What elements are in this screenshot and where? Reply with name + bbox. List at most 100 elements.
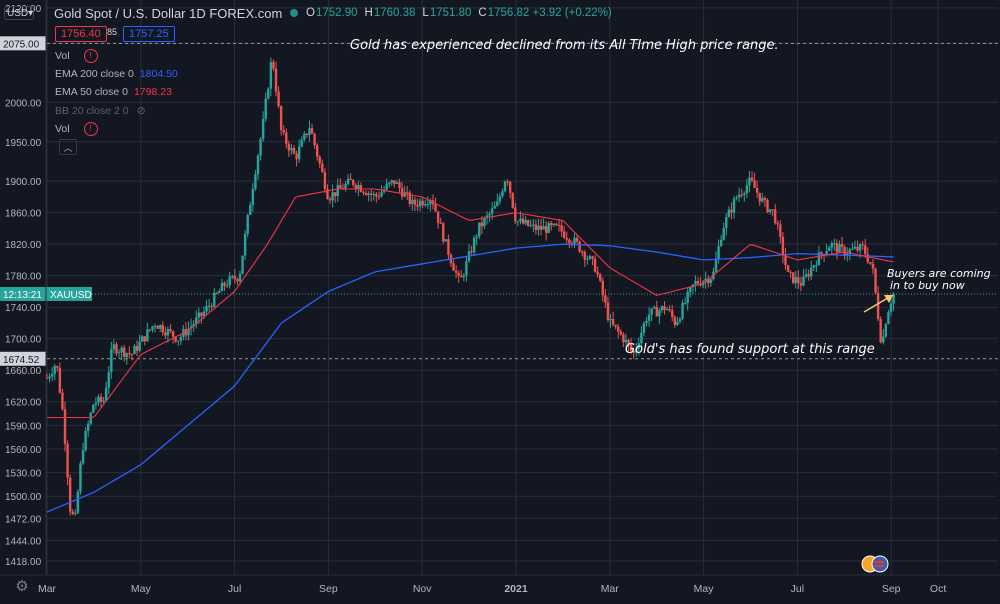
candle-body — [243, 233, 247, 256]
candle-body — [174, 336, 177, 342]
candle-body — [339, 185, 342, 189]
legend-ema200-label: EMA 200 close 0 — [55, 68, 134, 80]
candle-body — [460, 275, 463, 278]
legend-vol-2[interactable]: Vol ! — [55, 122, 98, 136]
candle-body — [385, 184, 388, 190]
candle-body — [653, 306, 656, 309]
candle-body — [354, 184, 357, 189]
candle-body — [122, 347, 126, 357]
candle-body — [665, 309, 669, 311]
candle-body — [195, 317, 198, 325]
time-tick-label: Mar — [38, 583, 57, 595]
candle-body — [187, 328, 190, 336]
candle-body — [745, 185, 749, 194]
price-tick-label: 1472.00 — [5, 514, 42, 525]
legend-ema50[interactable]: EMA 50 close 0 1798.23 — [55, 86, 172, 98]
candle-body — [743, 193, 746, 195]
candle-body — [125, 353, 128, 357]
candle-body — [591, 256, 594, 259]
candle-body — [565, 237, 568, 240]
candle-body — [81, 450, 85, 464]
candle-body — [583, 251, 586, 260]
candle-body — [465, 261, 468, 276]
candle-body — [560, 225, 563, 232]
sell-button[interactable]: 1756.40 — [55, 26, 107, 42]
time-tick-label: Oct — [930, 583, 946, 595]
time-tick-label: Mar — [601, 583, 620, 595]
candle-body — [333, 192, 337, 197]
price-tick-label: 1700.00 — [5, 335, 42, 346]
candle-body — [511, 192, 514, 208]
candle-body — [79, 463, 82, 492]
annotation-buyers: Buyers are coming in to buy now — [887, 268, 991, 292]
candle-body — [750, 177, 754, 181]
candle-body — [694, 281, 697, 285]
candle-body — [406, 192, 409, 194]
candle-body — [218, 291, 221, 293]
candle-body — [475, 236, 478, 238]
candle-body — [660, 306, 664, 311]
legend-bb[interactable]: BB 20 close 2 0 ⊘ — [55, 104, 146, 118]
legend-vol[interactable]: Vol ! — [55, 49, 98, 63]
candle-body — [200, 312, 203, 317]
candle-body — [678, 318, 682, 322]
candle-body — [413, 199, 417, 205]
legend-ema200[interactable]: EMA 200 close 0 1804.50 — [55, 68, 178, 80]
buyers-arrow — [863, 294, 894, 313]
candle-body — [130, 354, 134, 356]
candle-body — [439, 222, 442, 224]
candle-body — [784, 255, 787, 266]
candle-body — [151, 326, 154, 330]
candle-body — [310, 128, 314, 134]
candle-body — [779, 224, 782, 237]
candle-body — [838, 244, 841, 253]
candle-body — [869, 262, 872, 264]
candle-body — [297, 146, 301, 160]
candle-body — [508, 181, 512, 193]
candle-body — [372, 194, 375, 196]
gear-icon[interactable]: ⚙ — [15, 578, 29, 595]
candle-body — [231, 275, 234, 277]
warning-icon[interactable]: ! — [83, 49, 98, 63]
eye-off-icon[interactable]: ⊘ — [136, 105, 146, 117]
candle-body — [526, 220, 530, 226]
symbol-title[interactable]: Gold Spot / U.S. Dollar 1D FOREX.com — [54, 5, 283, 21]
candle-body — [375, 194, 378, 197]
candle-body — [573, 237, 576, 245]
candle-body — [871, 263, 875, 269]
candle-body — [202, 311, 206, 317]
price-tick-label: 1660.00 — [5, 366, 42, 377]
flag-icon[interactable] — [861, 555, 889, 573]
candle-body — [303, 133, 306, 140]
ohlc-low: 1751.80 — [429, 7, 472, 19]
candle-body — [707, 278, 710, 284]
candle-body — [524, 220, 527, 224]
chevron-up-icon[interactable]: ︿ — [59, 139, 77, 155]
candle-body — [516, 221, 520, 223]
price-tick-label: 1530.00 — [5, 469, 42, 480]
candle-body — [681, 302, 684, 319]
candle-body — [537, 225, 540, 231]
candle-body — [539, 225, 543, 230]
candle-body — [683, 302, 687, 304]
currency-selector[interactable]: USD ▾ — [4, 6, 34, 20]
buy-button[interactable]: 1757.25 — [123, 26, 175, 42]
candle-body — [717, 246, 720, 259]
candle-body — [63, 409, 67, 444]
candle-body — [256, 155, 260, 175]
candle-body — [627, 339, 630, 345]
warning-icon[interactable]: ! — [83, 122, 98, 136]
candle-body — [300, 139, 303, 147]
candle-body — [434, 204, 437, 212]
ohlc-high-key: H — [364, 7, 373, 19]
candle-body — [853, 246, 857, 249]
candle-body — [833, 243, 836, 245]
candle-body — [815, 265, 818, 267]
candle-body — [367, 193, 370, 195]
candle-body — [357, 185, 360, 189]
candle-body — [457, 272, 460, 276]
candle-body — [864, 245, 867, 255]
candle-body — [220, 282, 224, 292]
